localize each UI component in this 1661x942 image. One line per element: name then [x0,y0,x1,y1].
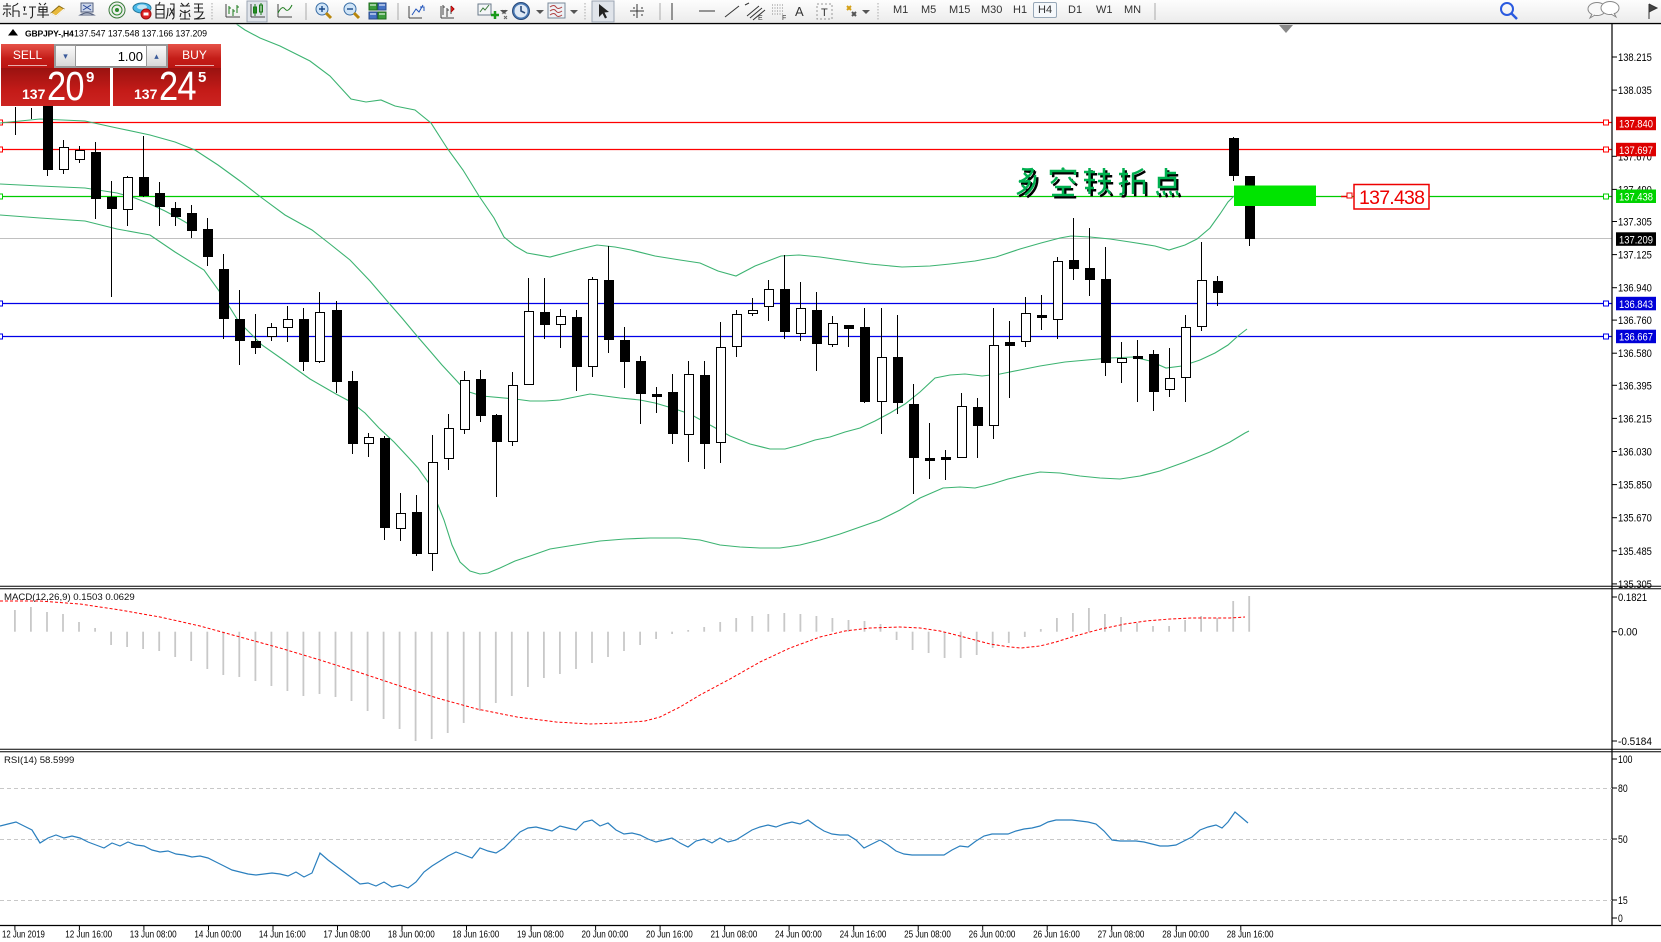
svg-text:0.00: 0.00 [1618,627,1637,639]
svg-text:136.760: 136.760 [1618,315,1652,327]
svg-text:137.125: 137.125 [1618,250,1652,262]
svg-text:T: T [821,7,828,19]
svg-text:136.215: 136.215 [1618,413,1652,425]
svg-text:100: 100 [1618,754,1633,766]
svg-text:135.670: 135.670 [1618,513,1652,525]
svg-text:12 Jun 16:00: 12 Jun 16:00 [65,929,112,941]
svg-text:138.215: 138.215 [1618,52,1652,64]
svg-text:135.305: 135.305 [1618,579,1652,591]
svg-text:12 Jun 2019: 12 Jun 2019 [2,929,45,941]
svg-text:26 Jun 16:00: 26 Jun 16:00 [1033,929,1080,941]
svg-text:E: E [758,15,763,22]
svg-text:137.840: 137.840 [1619,119,1653,131]
svg-text:17 Jun 08:00: 17 Jun 08:00 [323,929,370,941]
svg-text:18 Jun 16:00: 18 Jun 16:00 [452,929,499,941]
svg-text:A: A [795,4,804,19]
svg-text:-0.5184: -0.5184 [1618,736,1652,748]
svg-text:136.667: 136.667 [1619,332,1653,344]
svg-text:80: 80 [1618,783,1628,795]
svg-text:13 Jun 08:00: 13 Jun 08:00 [130,929,177,941]
svg-text:27 Jun 08:00: 27 Jun 08:00 [1098,929,1145,941]
svg-text:14 Jun 16:00: 14 Jun 16:00 [259,929,306,941]
svg-text:135.485: 135.485 [1618,546,1652,558]
svg-text:136.940: 136.940 [1618,283,1652,295]
svg-text:137.438: 137.438 [1619,192,1653,204]
svg-text:0.1821: 0.1821 [1618,592,1647,604]
svg-text:RSI(14) 58.5999: RSI(14) 58.5999 [4,755,74,766]
svg-text:135.850: 135.850 [1618,480,1652,492]
svg-text:50: 50 [1618,834,1628,846]
svg-text:18 Jun 00:00: 18 Jun 00:00 [388,929,435,941]
svg-text:136.580: 136.580 [1618,348,1652,360]
svg-text:21 Jun 08:00: 21 Jun 08:00 [711,929,758,941]
svg-text:26 Jun 00:00: 26 Jun 00:00 [969,929,1016,941]
svg-text:137.697: 137.697 [1619,145,1653,157]
svg-text:GBPJPY-,H4: GBPJPY-,H4 [25,29,74,39]
svg-text:MACD(12,26,9) 0.1503 0.0629: MACD(12,26,9) 0.1503 0.0629 [4,592,135,603]
svg-text:136.395: 136.395 [1618,380,1652,392]
svg-text:25 Jun 08:00: 25 Jun 08:00 [904,929,951,941]
svg-text:0: 0 [1618,913,1623,925]
svg-text:19 Jun 08:00: 19 Jun 08:00 [517,929,564,941]
svg-text:137.209: 137.209 [1619,234,1653,246]
svg-text:20 Jun 00:00: 20 Jun 00:00 [582,929,629,941]
svg-text:136.843: 136.843 [1619,299,1653,311]
svg-text:14 Jun 00:00: 14 Jun 00:00 [194,929,241,941]
svg-text:24 Jun 16:00: 24 Jun 16:00 [840,929,887,941]
svg-text:24 Jun 00:00: 24 Jun 00:00 [775,929,822,941]
svg-text:28 Jun 16:00: 28 Jun 16:00 [1227,929,1274,941]
svg-text:137.547 137.548 137.166 137.20: 137.547 137.548 137.166 137.209 [74,29,207,39]
svg-text:136.030: 136.030 [1618,447,1652,459]
svg-text:138.035: 138.035 [1618,85,1652,97]
svg-text:F: F [782,15,786,22]
svg-text:20 Jun 16:00: 20 Jun 16:00 [646,929,693,941]
svg-text:15: 15 [1618,895,1628,907]
svg-text:137.305: 137.305 [1618,217,1652,229]
svg-text:28 Jun 00:00: 28 Jun 00:00 [1162,929,1209,941]
svg-text:137.438: 137.438 [1359,187,1425,209]
